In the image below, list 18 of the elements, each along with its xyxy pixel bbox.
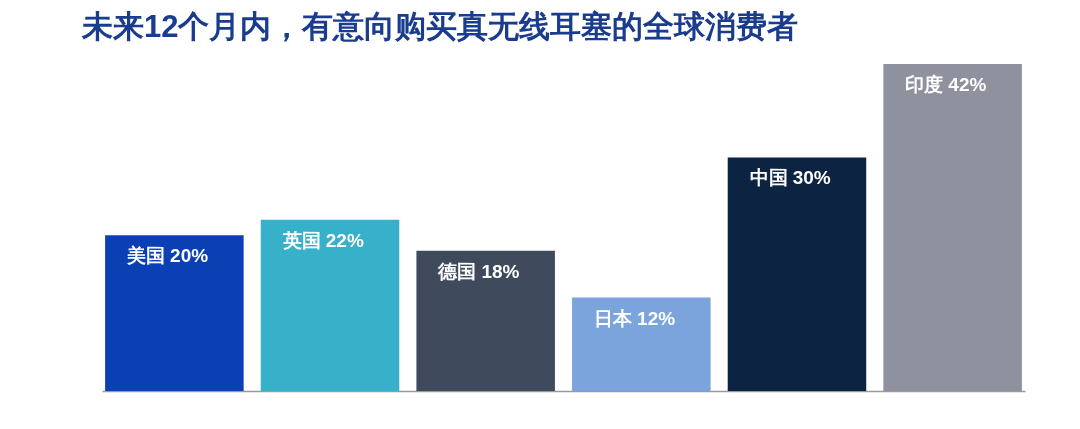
bar xyxy=(727,157,867,391)
bar xyxy=(416,250,555,391)
bar xyxy=(260,219,400,391)
data-label: 42% xyxy=(948,74,987,95)
x-tick-label: 中国 xyxy=(749,167,788,189)
x-tick-label: 美国 xyxy=(126,245,166,267)
data-label: 22% xyxy=(325,229,364,251)
data-label: 30% xyxy=(792,167,831,189)
bar xyxy=(572,297,711,391)
x-tick-label: 印度 xyxy=(905,74,944,95)
data-label: 18% xyxy=(481,260,520,282)
x-tick-label: 日本 xyxy=(594,307,634,329)
bar xyxy=(105,235,244,391)
chart-title: 未来12个月内，有意向购买真无线耳塞的全球消费者 xyxy=(81,9,799,44)
x-tick-label: 德国 xyxy=(437,260,477,282)
data-label: 12% xyxy=(637,307,676,329)
x-tick-label: 英国 xyxy=(281,229,321,251)
data-label: 20% xyxy=(170,245,209,267)
